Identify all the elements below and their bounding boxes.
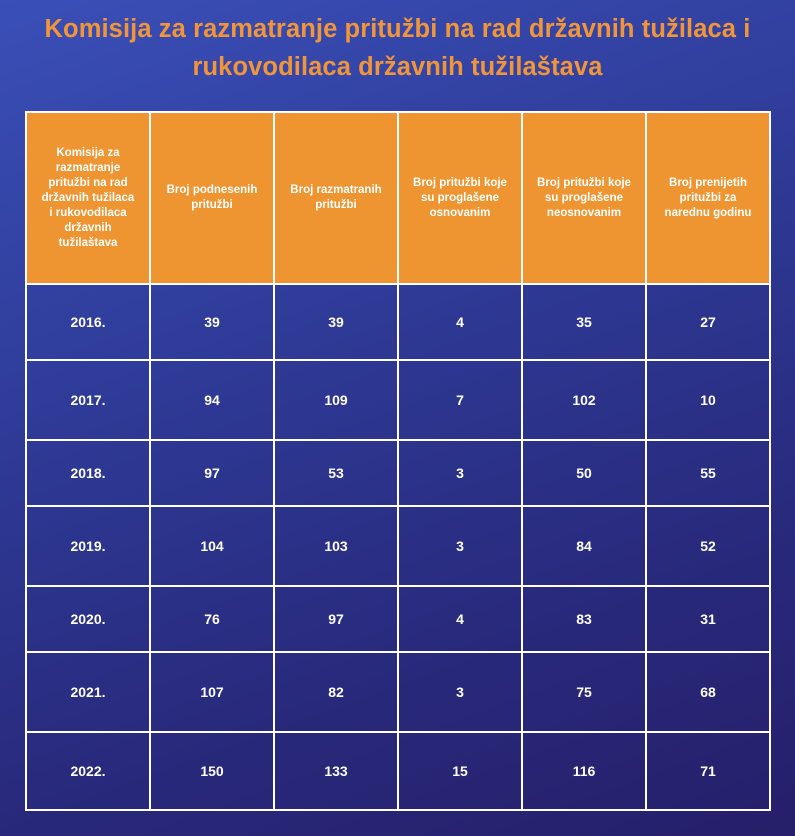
table-row: 2020. 76 97 4 83 31 [25, 585, 771, 653]
cell-carried-over: 71 [645, 731, 771, 811]
cell-year: 2016. [25, 283, 151, 361]
cell-carried-over: 31 [645, 585, 771, 653]
table-row: 2016. 39 39 4 35 27 [25, 283, 771, 361]
cell-unfounded: 75 [521, 651, 647, 733]
cell-submitted: 94 [149, 359, 275, 441]
cell-unfounded: 50 [521, 439, 647, 507]
header-submitted: Broj podnesenih pritužbi [149, 111, 275, 285]
header-unfounded: Broj pritužbi koje su proglašene neosnov… [521, 111, 647, 285]
cell-considered: 53 [273, 439, 399, 507]
table-row: 2018. 97 53 3 50 55 [25, 439, 771, 507]
cell-year: 2017. [25, 359, 151, 441]
cell-founded: 4 [397, 585, 523, 653]
cell-year: 2022. [25, 731, 151, 811]
cell-year: 2021. [25, 651, 151, 733]
title-line-2: rukovodilaca državnih tužilaštava [192, 53, 603, 81]
cell-submitted: 97 [149, 439, 275, 507]
cell-considered: 109 [273, 359, 399, 441]
cell-submitted: 39 [149, 283, 275, 361]
cell-year: 2019. [25, 505, 151, 587]
cell-unfounded: 83 [521, 585, 647, 653]
cell-carried-over: 27 [645, 283, 771, 361]
table-row: 2022. 150 133 15 116 71 [25, 731, 771, 811]
cell-founded: 4 [397, 283, 523, 361]
cell-founded: 7 [397, 359, 523, 441]
header-considered: Broj razmatranih pritužbi [273, 111, 399, 285]
cell-considered: 103 [273, 505, 399, 587]
cell-considered: 133 [273, 731, 399, 811]
cell-year: 2020. [25, 585, 151, 653]
header-row: Komisija za razmatranje pritužbi na rad … [25, 111, 771, 285]
complaints-table: Komisija za razmatranje pritužbi na rad … [25, 111, 771, 811]
page-title: Komisija za razmatranje pritužbi na rad … [0, 10, 795, 86]
cell-carried-over: 55 [645, 439, 771, 507]
cell-submitted: 104 [149, 505, 275, 587]
cell-unfounded: 116 [521, 731, 647, 811]
cell-carried-over: 10 [645, 359, 771, 441]
cell-submitted: 150 [149, 731, 275, 811]
cell-founded: 15 [397, 731, 523, 811]
table-row: 2021. 107 82 3 75 68 [25, 651, 771, 733]
cell-founded: 3 [397, 439, 523, 507]
cell-considered: 82 [273, 651, 399, 733]
header-commission: Komisija za razmatranje pritužbi na rad … [25, 111, 151, 285]
header-carried-over: Broj prenijetih pritužbi za narednu godi… [645, 111, 771, 285]
cell-founded: 3 [397, 505, 523, 587]
cell-considered: 39 [273, 283, 399, 361]
title-line-1: Komisija za razmatranje pritužbi na rad … [44, 15, 751, 43]
table-row: 2017. 94 109 7 102 10 [25, 359, 771, 441]
cell-submitted: 76 [149, 585, 275, 653]
cell-carried-over: 68 [645, 651, 771, 733]
table-row: 2019. 104 103 3 84 52 [25, 505, 771, 587]
cell-founded: 3 [397, 651, 523, 733]
cell-unfounded: 84 [521, 505, 647, 587]
cell-unfounded: 35 [521, 283, 647, 361]
cell-submitted: 107 [149, 651, 275, 733]
cell-considered: 97 [273, 585, 399, 653]
header-founded: Broj pritužbi koje su proglašene osnovan… [397, 111, 523, 285]
cell-carried-over: 52 [645, 505, 771, 587]
cell-unfounded: 102 [521, 359, 647, 441]
cell-year: 2018. [25, 439, 151, 507]
